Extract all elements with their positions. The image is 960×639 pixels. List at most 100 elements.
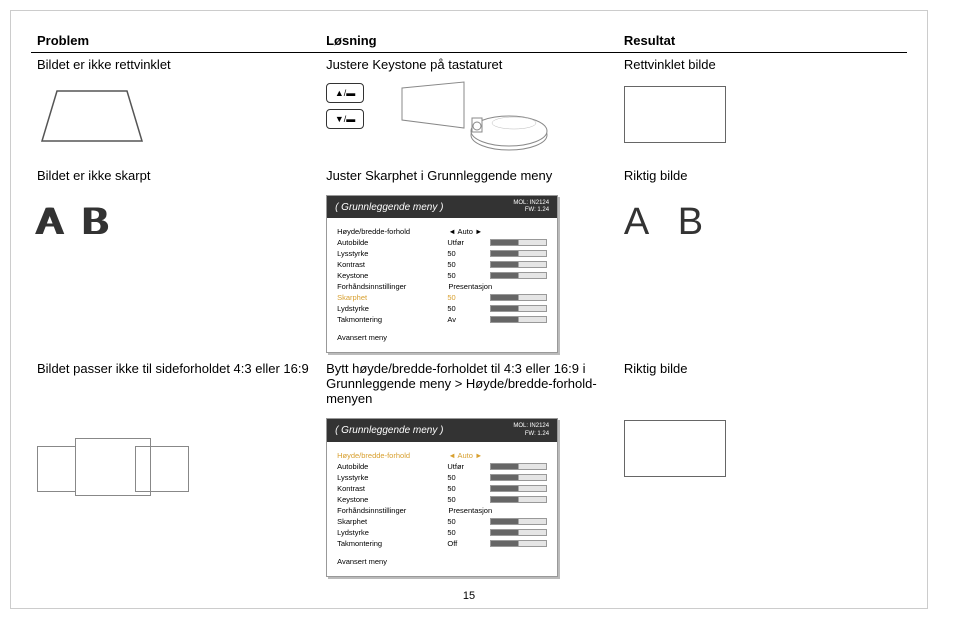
menu-item-value: 50 bbox=[447, 473, 489, 482]
header-solution: Løsning bbox=[320, 29, 618, 53]
menu-item-value: 50 bbox=[447, 495, 489, 504]
menu-title: ( Grunnleggende meny ) bbox=[335, 202, 443, 213]
row3-problem: Bildet passer ikke til sideforholdet 4:3… bbox=[31, 357, 320, 410]
table-header-row: Problem Løsning Resultat bbox=[31, 29, 907, 53]
page-number: 15 bbox=[11, 590, 927, 602]
menu-row[interactable]: TakmonteringAv bbox=[337, 314, 547, 325]
menu-row[interactable]: ForhåndsinnstillingerPresentasjon bbox=[337, 281, 547, 292]
row3-menu-cell: ( Grunnleggende meny )MOL: IN2124FW: 1.2… bbox=[320, 410, 618, 580]
menu-item-slider[interactable] bbox=[490, 316, 547, 323]
menu-item-label: Takmontering bbox=[337, 315, 446, 324]
keystone-down-button[interactable]: ▼/▬ bbox=[326, 109, 364, 129]
menu-item-label: Autobilde bbox=[337, 462, 446, 471]
menu-row[interactable]: Keystone50 bbox=[337, 494, 547, 505]
menu-title-bar: ( Grunnleggende meny )MOL: IN2124FW: 1.2… bbox=[327, 419, 557, 441]
menu-item-value: Presentasjon bbox=[448, 282, 490, 291]
row2-sharp-cell: A B bbox=[618, 187, 907, 357]
row3-solution: Bytt høyde/bredde-forholdet til 4:3 elle… bbox=[320, 357, 618, 410]
menu-item-label: Kontrast bbox=[337, 260, 446, 269]
menu-row[interactable]: Keystone50 bbox=[337, 270, 547, 281]
menu-row[interactable]: Skarphet50 bbox=[337, 516, 547, 527]
menu-row[interactable]: AutobildeUtfør bbox=[337, 237, 547, 248]
row2-desc: Bildet er ikke skarpt Juster Skarphet i … bbox=[31, 164, 907, 187]
row1-illustrations: ▲/▬ ▼/▬ bbox=[31, 76, 907, 164]
basic-menu-1: ( Grunnleggende meny ) MOL: IN2124FW: 1.2… bbox=[326, 195, 558, 353]
menu-item-label: Lysstyrke bbox=[337, 473, 446, 482]
row1-trapezoid-cell bbox=[31, 76, 320, 164]
menu-item-slider[interactable] bbox=[490, 518, 547, 525]
menu-item-label: Høyde/bredde-forhold bbox=[337, 227, 446, 236]
menu-item-slider[interactable] bbox=[490, 474, 547, 481]
row2-result: Riktig bilde bbox=[618, 164, 907, 187]
menu-row[interactable]: ForhåndsinnstillingerPresentasjon bbox=[337, 505, 547, 516]
menu-item-slider[interactable] bbox=[490, 239, 547, 246]
menu-row[interactable]: Skarphet50 bbox=[337, 292, 547, 303]
menu-item-value: 50 bbox=[447, 528, 489, 537]
menu-row[interactable]: Høyde/bredde-forhold◄ Auto ► bbox=[337, 450, 547, 461]
menu-item-value: Utfør bbox=[447, 462, 489, 471]
projector-icon bbox=[394, 80, 554, 160]
menu-item-slider[interactable] bbox=[490, 272, 547, 279]
menu-item-slider[interactable] bbox=[490, 261, 547, 268]
menu-item-label: Forhåndsinnstillinger bbox=[337, 506, 446, 515]
row3-desc: Bildet passer ikke til sideforholdet 4:3… bbox=[31, 357, 907, 410]
menu-title: ( Grunnleggende meny ) bbox=[335, 425, 443, 436]
header-problem: Problem bbox=[31, 29, 320, 53]
row3-result: Riktig bilde bbox=[618, 357, 907, 410]
menu-row[interactable]: Lydstyrke50 bbox=[337, 303, 547, 314]
menu-row[interactable]: AutobildeUtfør bbox=[337, 461, 547, 472]
menu-item-label: Skarphet bbox=[337, 293, 446, 302]
row3-aspect-cell bbox=[31, 410, 320, 580]
menu-advanced-link[interactable]: Avansert meny bbox=[337, 333, 547, 342]
row3-illustrations: ( Grunnleggende meny )MOL: IN2124FW: 1.2… bbox=[31, 410, 907, 580]
menu-item-value: 50 bbox=[447, 293, 489, 302]
menu-item-value: 50 bbox=[447, 304, 489, 313]
menu-item-label: Keystone bbox=[337, 271, 446, 280]
header-result: Resultat bbox=[618, 29, 907, 53]
troubleshooting-table: Problem Løsning Resultat Bildet er ikke … bbox=[31, 29, 907, 581]
menu-row[interactable]: Kontrast50 bbox=[337, 259, 547, 270]
menu-item-slider[interactable] bbox=[490, 305, 547, 312]
menu-item-slider[interactable] bbox=[490, 463, 547, 470]
menu-model-fw: MOL: IN2124FW: 1.24 bbox=[513, 200, 549, 214]
menu-item-value: 50 bbox=[447, 484, 489, 493]
menu-row[interactable]: Lysstyrke50 bbox=[337, 248, 547, 259]
menu-title-bar: ( Grunnleggende meny ) MOL: IN2124FW: 1.2… bbox=[327, 196, 557, 218]
menu-item-value: Presentasjon bbox=[448, 506, 490, 515]
menu-item-slider[interactable] bbox=[490, 496, 547, 503]
menu-row[interactable]: Høyde/bredde-forhold◄ Auto ► bbox=[337, 226, 547, 237]
menu-item-slider[interactable] bbox=[490, 529, 547, 536]
basic-menu-2: ( Grunnleggende meny )MOL: IN2124FW: 1.2… bbox=[326, 418, 558, 576]
blurry-text-icon: A B bbox=[37, 201, 314, 244]
menu-row[interactable]: TakmonteringOff bbox=[337, 538, 547, 549]
menu-item-slider[interactable] bbox=[490, 250, 547, 257]
menu-item-label: Forhåndsinnstillinger bbox=[337, 282, 446, 291]
menu-item-label: Kontrast bbox=[337, 484, 446, 493]
menu-row[interactable]: Lysstyrke50 bbox=[337, 472, 547, 483]
menu-item-slider[interactable] bbox=[490, 485, 547, 492]
menu-item-value: Off bbox=[447, 539, 489, 548]
sharp-text-icon: A B bbox=[624, 201, 901, 244]
keystone-buttons: ▲/▬ ▼/▬ bbox=[326, 80, 364, 132]
row2-illustrations: A B ( Grunnleggende meny ) MOL: IN2124FW:… bbox=[31, 187, 907, 357]
menu-row[interactable]: Kontrast50 bbox=[337, 483, 547, 494]
menu-item-slider[interactable] bbox=[490, 540, 547, 547]
menu-item-label: Lydstyrke bbox=[337, 528, 446, 537]
keystone-up-button[interactable]: ▲/▬ bbox=[326, 83, 364, 103]
row1-problem: Bildet er ikke rettvinklet bbox=[31, 53, 320, 77]
menu-item-label: Høyde/bredde-forhold bbox=[337, 451, 446, 460]
rectangle-icon bbox=[624, 86, 726, 143]
row1-keys-cell: ▲/▬ ▼/▬ bbox=[320, 76, 618, 164]
menu-body: Høyde/bredde-forhold◄ Auto ►AutobildeUtf… bbox=[327, 442, 557, 576]
menu-item-label: Takmontering bbox=[337, 539, 446, 548]
row3-rect-cell bbox=[618, 410, 907, 580]
menu-item-value: 50 bbox=[447, 260, 489, 269]
menu-item-value: ◄ Auto ► bbox=[448, 451, 490, 460]
menu-item-slider[interactable] bbox=[490, 294, 547, 301]
menu-row[interactable]: Lydstyrke50 bbox=[337, 527, 547, 538]
menu-item-label: Autobilde bbox=[337, 238, 446, 247]
row1-solution: Justere Keystone på tastaturet bbox=[320, 53, 618, 77]
row2-solution: Juster Skarphet i Grunnleggende meny bbox=[320, 164, 618, 187]
page: Problem Løsning Resultat Bildet er ikke … bbox=[10, 10, 928, 609]
menu-advanced-link[interactable]: Avansert meny bbox=[337, 557, 547, 566]
